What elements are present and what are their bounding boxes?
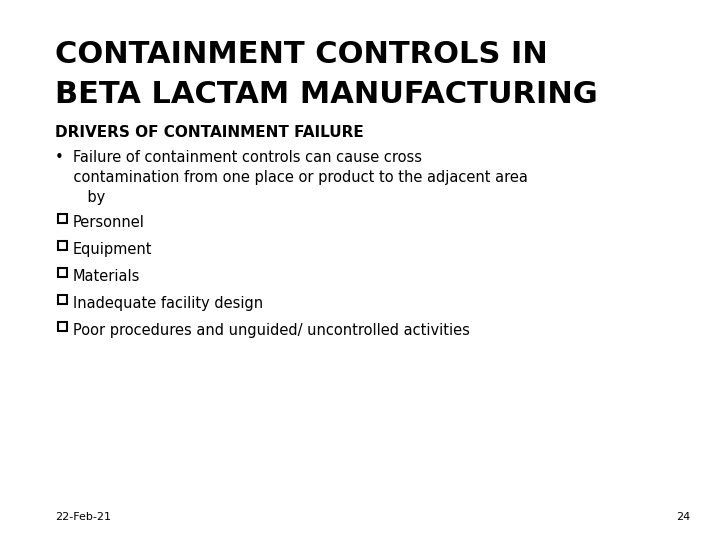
Bar bbox=[58, 240, 67, 249]
Text: Poor procedures and unguided/ uncontrolled activities: Poor procedures and unguided/ uncontroll… bbox=[73, 323, 470, 338]
Bar bbox=[58, 294, 67, 303]
Text: Personnel: Personnel bbox=[73, 215, 145, 230]
Bar bbox=[58, 213, 67, 222]
Text: Materials: Materials bbox=[73, 269, 140, 284]
Text: contamination from one place or product to the adjacent area: contamination from one place or product … bbox=[55, 170, 528, 185]
Bar bbox=[58, 267, 67, 276]
Text: DRIVERS OF CONTAINMENT FAILURE: DRIVERS OF CONTAINMENT FAILURE bbox=[55, 125, 364, 140]
Text: Inadequate facility design: Inadequate facility design bbox=[73, 296, 263, 311]
Text: CONTAINMENT CONTROLS IN: CONTAINMENT CONTROLS IN bbox=[55, 40, 548, 69]
Text: 24: 24 bbox=[676, 512, 690, 522]
Text: BETA LACTAM MANUFACTURING: BETA LACTAM MANUFACTURING bbox=[55, 80, 598, 109]
Text: 22-Feb-21: 22-Feb-21 bbox=[55, 512, 111, 522]
Text: •  Failure of containment controls can cause cross: • Failure of containment controls can ca… bbox=[55, 150, 422, 165]
Bar bbox=[58, 321, 67, 330]
Text: Equipment: Equipment bbox=[73, 242, 153, 257]
Text: by: by bbox=[55, 190, 105, 205]
